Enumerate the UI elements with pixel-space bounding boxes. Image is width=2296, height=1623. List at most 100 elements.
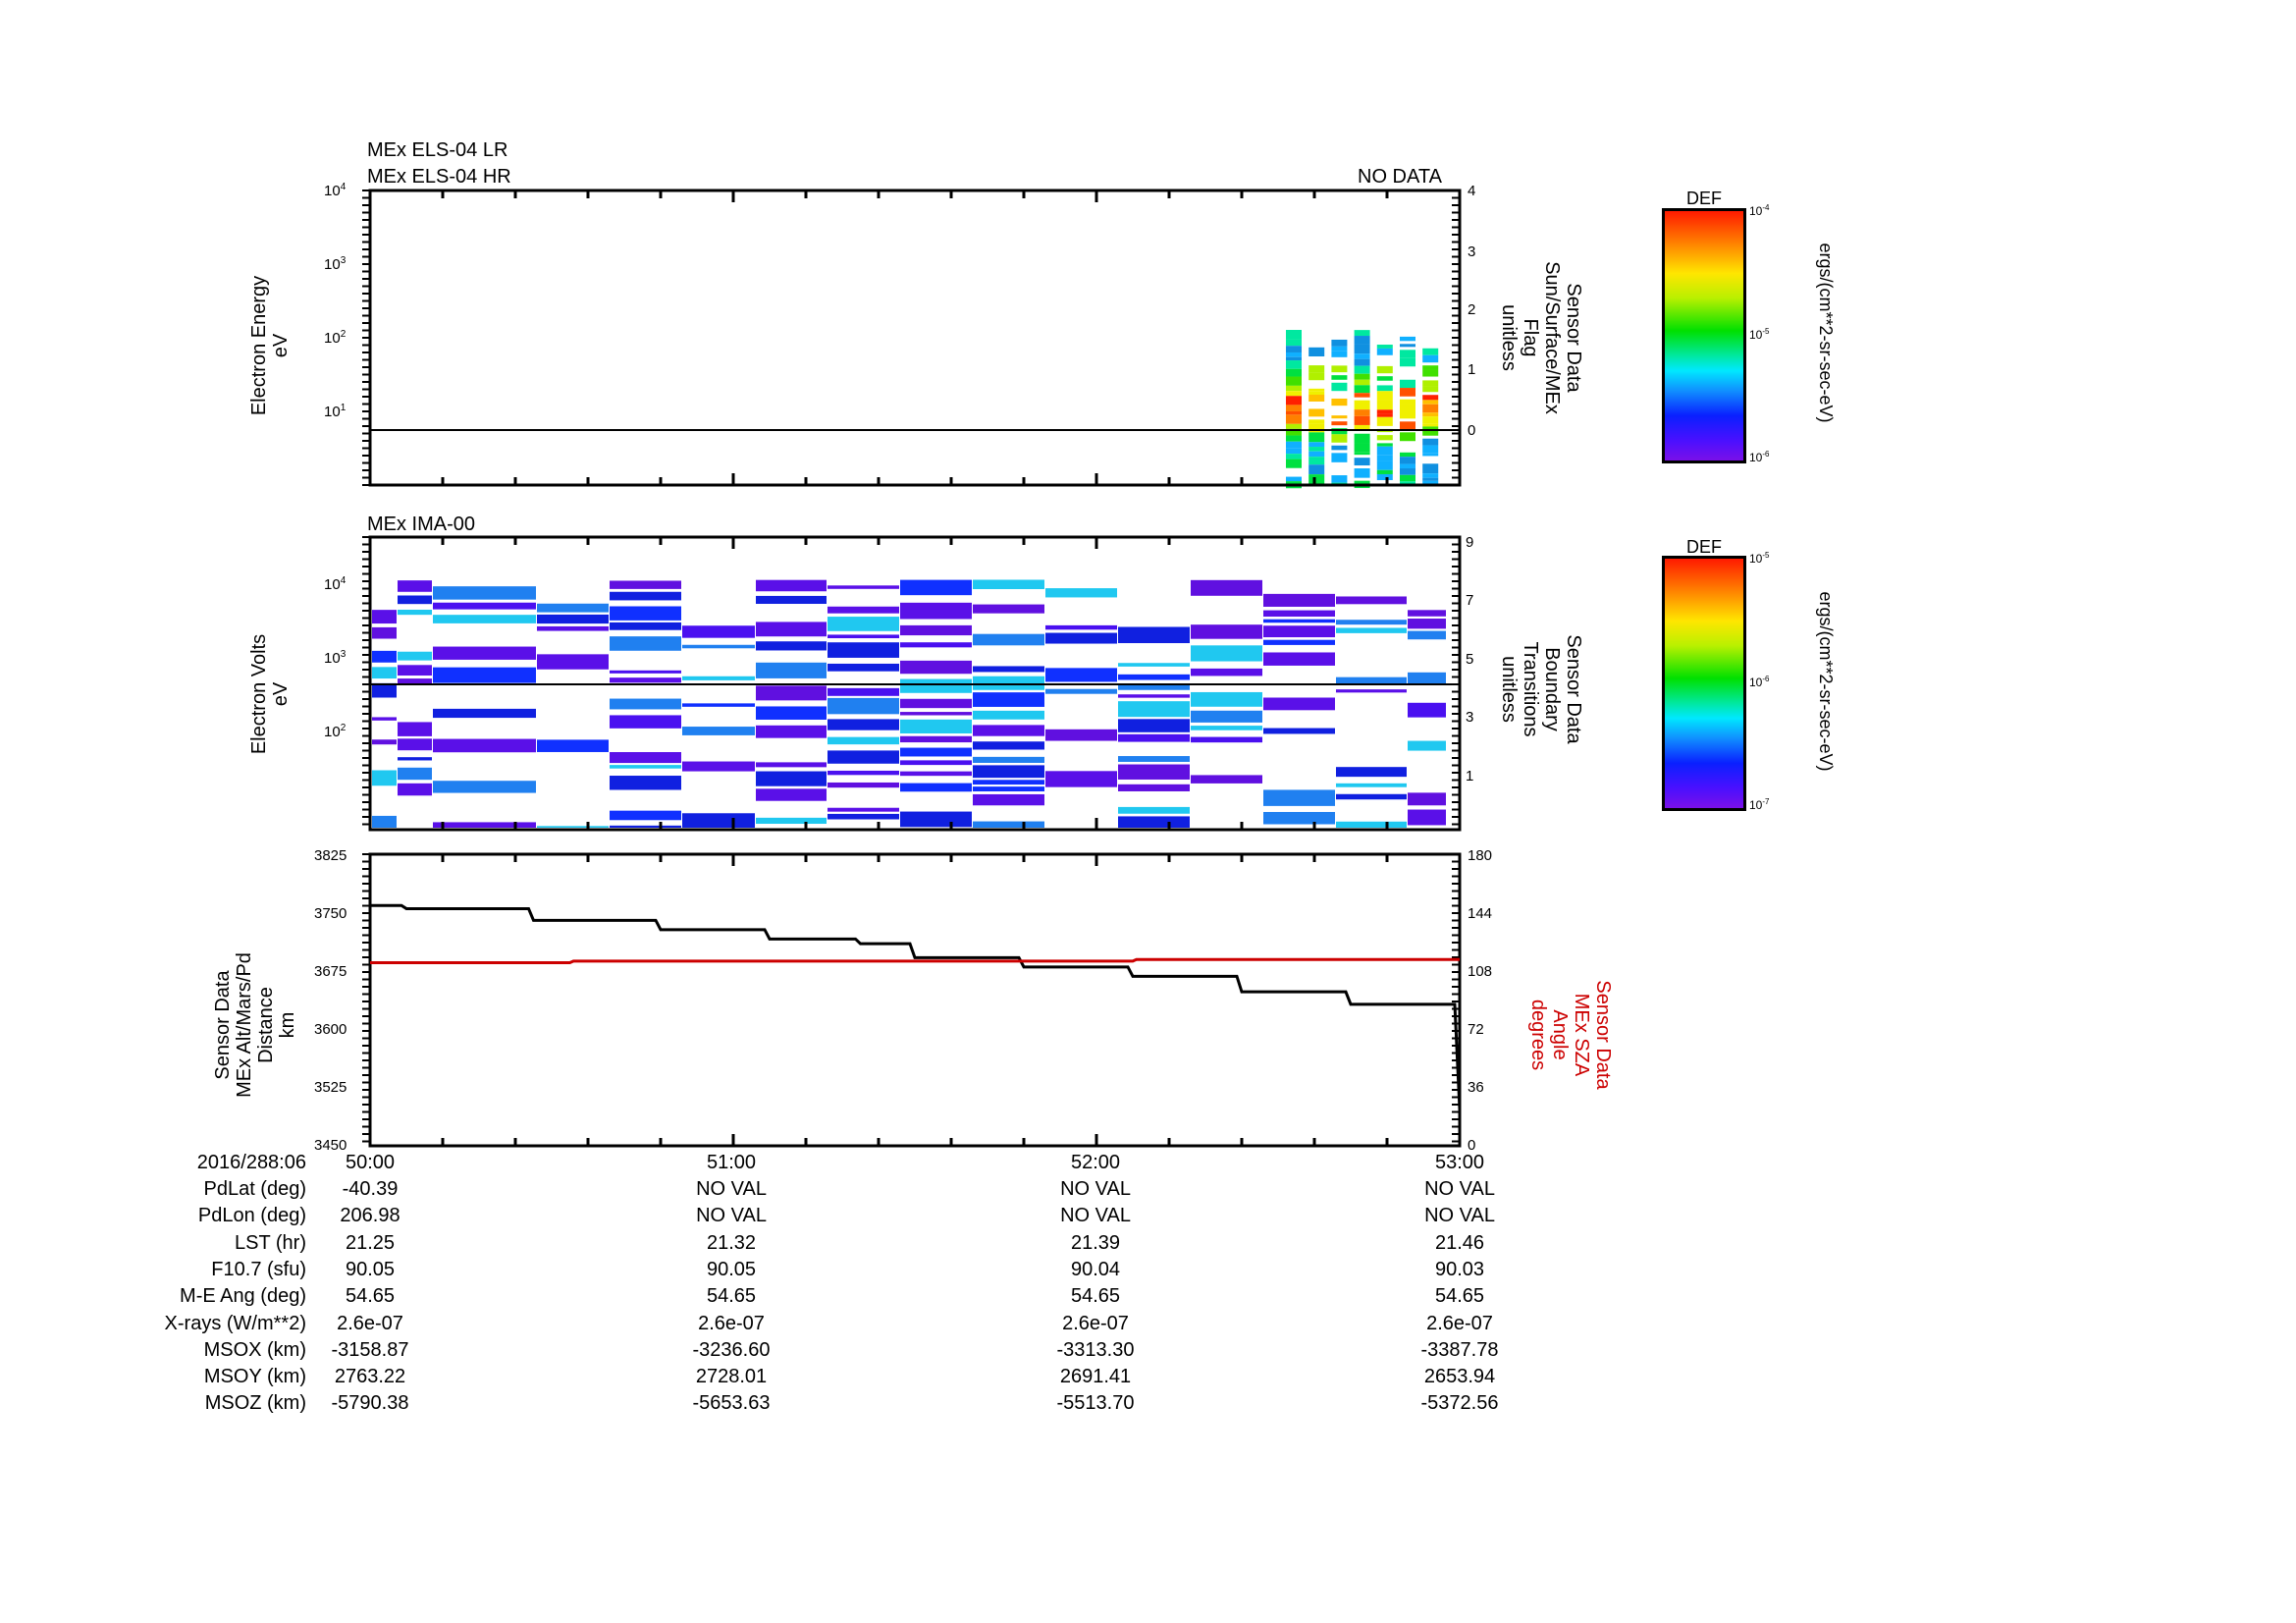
middle-colorbar-title: DEF <box>1686 537 1722 557</box>
annotation-value: 90.04 <box>1070 1258 1121 1280</box>
bottom-line-traces <box>370 903 1462 1109</box>
annotation-value: -3387.78 <box>1420 1338 1499 1361</box>
annotation-value: 90.05 <box>345 1258 396 1280</box>
top-left-axis-label: Electron Energy eV <box>248 275 292 416</box>
annotation-row-label: LST (hr) <box>235 1231 306 1254</box>
annotation-value: -3158.87 <box>331 1338 409 1361</box>
bottom-ytick: 3525 <box>314 1079 347 1096</box>
top-spectrogram <box>1286 330 1439 489</box>
top-right-axis-label: Sensor Data Sun/Surface/MEx Flag unitles… <box>1498 261 1584 414</box>
bottom-y2tick: 0 <box>1468 1137 1476 1154</box>
top-y2tick: 3 <box>1468 243 1476 260</box>
annotation-value: 2.6e-07 <box>1426 1312 1493 1334</box>
top-y2tick: 2 <box>1468 301 1476 318</box>
bottom-ytick: 3600 <box>314 1021 347 1038</box>
middle-colorbar-min: 10-7 <box>1749 797 1770 812</box>
top-panel-title-hr: MEx ELS-04 HR <box>367 166 511 188</box>
top-y2tick: 0 <box>1468 422 1476 439</box>
bottom-y2tick: 144 <box>1468 905 1493 922</box>
top-ytick-1e1: 101 <box>324 403 347 420</box>
annotation-value: -5372.56 <box>1420 1392 1499 1415</box>
annotation-row-label: PdLat (deg) <box>203 1178 306 1200</box>
annotation-value: NO VAL <box>1424 1205 1495 1227</box>
annotation-row-label: MSOX (km) <box>203 1338 306 1361</box>
middle-right-axis-label: Sensor Data Boundary Transitions unitles… <box>1498 634 1584 744</box>
middle-left-axis-label: Electron Volts eV <box>248 633 292 755</box>
annotation-value: 2691.41 <box>1059 1366 1132 1388</box>
annotation-value: 90.05 <box>706 1258 757 1280</box>
middle-spectrogram <box>372 579 1446 828</box>
annotation-value: 2.6e-07 <box>1062 1312 1129 1334</box>
middle-colorbar-max: 10-5 <box>1749 551 1770 566</box>
annotation-row-label: X-rays (W/m**2) <box>164 1312 306 1334</box>
annotation-value: 54.65 <box>1434 1285 1485 1308</box>
annotation-value: 21.25 <box>345 1231 396 1254</box>
middle-colorbar-units: ergs/(cm**2-sr-sec-eV) <box>1816 591 1836 772</box>
annotation-value: 2.6e-07 <box>337 1312 403 1334</box>
annotation-value: NO VAL <box>1060 1205 1131 1227</box>
middle-ytick-1e2: 102 <box>324 723 347 740</box>
annotation-row-label: MSOZ (km) <box>204 1392 306 1415</box>
top-panel-no-data: NO DATA <box>1358 166 1442 188</box>
annotation-value: NO VAL <box>696 1205 767 1227</box>
bottom-y2tick: 108 <box>1468 963 1493 980</box>
middle-y2tick: 3 <box>1466 709 1474 726</box>
annotation-row-label: F10.7 (sfu) <box>211 1258 306 1280</box>
middle-ytick-1e4: 104 <box>324 575 347 593</box>
annotation-value: NO VAL <box>1424 1178 1495 1200</box>
annotation-value: 2728.01 <box>695 1366 768 1388</box>
annotation-value: 2653.94 <box>1423 1366 1496 1388</box>
annotation-row-label: M-E Ang (deg) <box>180 1285 306 1308</box>
time-tick-52: 52:00 <box>1070 1152 1121 1173</box>
annotation-value: -3313.30 <box>1056 1338 1135 1361</box>
top-y2tick: 4 <box>1468 183 1476 199</box>
middle-ytick-1e3: 103 <box>324 649 347 667</box>
bottom-ytick: 3750 <box>314 905 347 922</box>
annotation-value: -5513.70 <box>1056 1392 1135 1415</box>
annotation-value: 54.65 <box>345 1285 396 1308</box>
annotation-value: 2.6e-07 <box>698 1312 765 1334</box>
middle-y2tick: 7 <box>1466 592 1474 609</box>
annotation-value: 21.46 <box>1434 1231 1485 1254</box>
bottom-ytick: 3825 <box>314 847 347 864</box>
bottom-right-axis-label: Sensor Data MEx SZA Angle degrees <box>1527 980 1614 1090</box>
top-colorbar-title: DEF <box>1686 189 1722 208</box>
annotation-value: 21.32 <box>706 1231 757 1254</box>
annotation-row-label: PdLon (deg) <box>197 1205 306 1227</box>
bottom-left-axis-label: Sensor Data MEx Alt/Mars/Pd Distance km <box>212 952 298 1098</box>
middle-y2tick: 5 <box>1466 651 1474 668</box>
annotation-value: 54.65 <box>706 1285 757 1308</box>
top-ytick-1e3: 103 <box>324 255 347 273</box>
annotation-value: 21.39 <box>1070 1231 1121 1254</box>
top-colorbar-min: 10-6 <box>1749 450 1770 464</box>
annotation-value: 90.03 <box>1434 1258 1485 1280</box>
annotation-row-label: MSOY (km) <box>203 1366 306 1388</box>
annotation-value: 2763.22 <box>334 1366 406 1388</box>
top-colorbar-units: ergs/(cm**2-sr-sec-eV) <box>1816 243 1836 423</box>
bottom-ytick: 3450 <box>314 1137 347 1154</box>
annotation-value: NO VAL <box>696 1178 767 1200</box>
top-panel-title-lr: MEx ELS-04 LR <box>367 139 508 161</box>
annotation-value: -3236.60 <box>692 1338 771 1361</box>
middle-y2tick: 1 <box>1466 768 1474 784</box>
bottom-y2tick: 72 <box>1468 1021 1484 1038</box>
top-ytick-1e4: 104 <box>324 182 347 199</box>
annotation-value: 206.98 <box>340 1205 400 1227</box>
time-epoch-label: 2016/288:06 <box>196 1152 306 1173</box>
bottom-ytick: 3675 <box>314 963 347 980</box>
bottom-y2tick: 180 <box>1468 847 1493 864</box>
plot-frames <box>362 189 1462 1148</box>
middle-panel-title: MEx IMA-00 <box>367 514 476 535</box>
top-colorbar <box>1662 208 1746 463</box>
annotation-value: -5790.38 <box>331 1392 409 1415</box>
middle-colorbar-mid: 10-6 <box>1749 675 1770 689</box>
bottom-y2tick: 36 <box>1468 1079 1484 1096</box>
top-colorbar-mid: 10-5 <box>1749 327 1770 342</box>
top-ytick-1e2: 102 <box>324 329 347 347</box>
top-y2tick: 1 <box>1468 361 1476 378</box>
time-tick-51: 51:00 <box>706 1152 757 1173</box>
top-colorbar-max: 10-4 <box>1749 203 1770 218</box>
annotation-value: -5653.63 <box>692 1392 771 1415</box>
annotation-value: NO VAL <box>1060 1178 1131 1200</box>
